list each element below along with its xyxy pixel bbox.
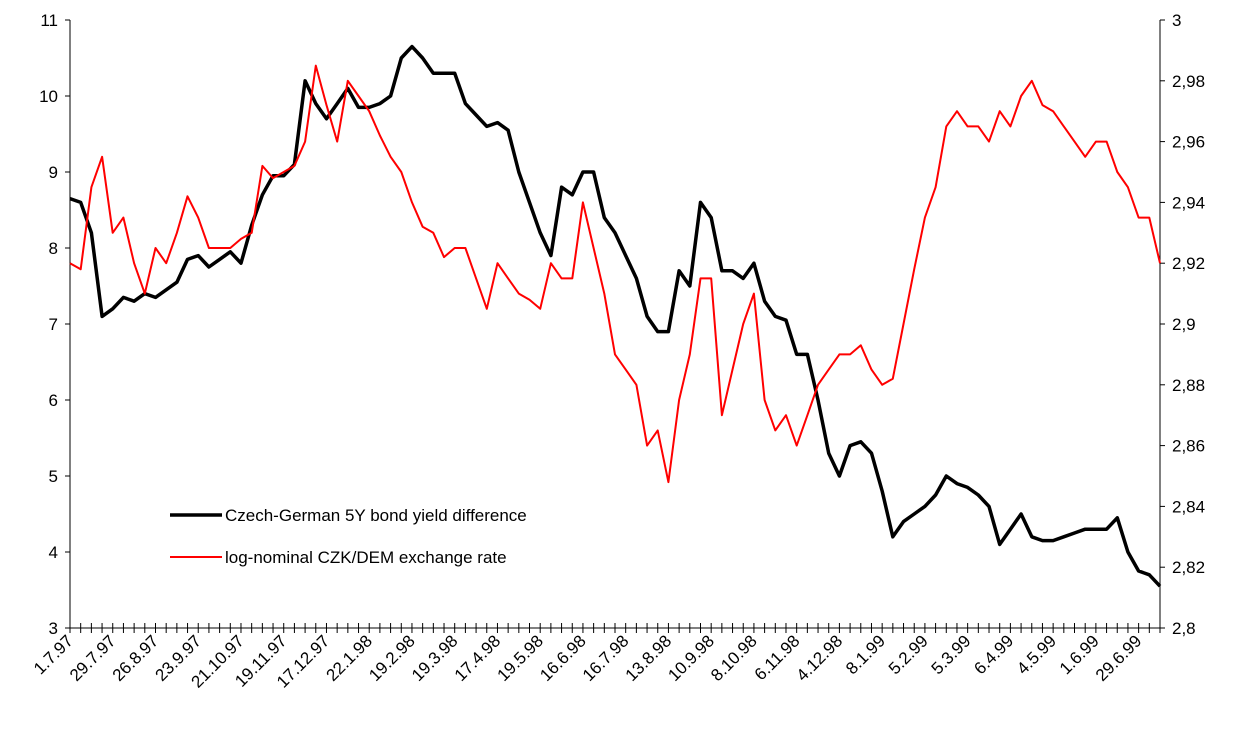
x-tick-label: 10.9.98 bbox=[664, 631, 718, 685]
x-tick-label: 16.7.98 bbox=[579, 631, 633, 685]
x-tick-label: 19.5.98 bbox=[493, 631, 547, 685]
x-tick-label: 6.4.99 bbox=[970, 631, 1017, 678]
x-tick-label: 16.6.98 bbox=[536, 631, 590, 685]
y-tick-label: 10 bbox=[39, 87, 58, 106]
x-tick-label: 19.3.98 bbox=[408, 631, 462, 685]
y2-tick-label: 2,8 bbox=[1172, 619, 1196, 638]
x-tick-label: 8.1.99 bbox=[842, 631, 889, 678]
y-tick-label: 11 bbox=[40, 11, 58, 30]
y-tick-label: 4 bbox=[49, 543, 58, 562]
x-tick-label: 5.2.99 bbox=[885, 631, 932, 678]
y-tick-label: 6 bbox=[49, 391, 58, 410]
x-tick-label: 29.6.99 bbox=[1092, 631, 1146, 685]
y2-tick-label: 2,88 bbox=[1172, 376, 1205, 395]
x-tick-label: 26.8.97 bbox=[109, 631, 163, 685]
x-tick-label: 22.1.98 bbox=[322, 631, 376, 685]
y2-tick-label: 2,82 bbox=[1172, 558, 1205, 577]
x-tick-label: 4.12.98 bbox=[793, 631, 847, 685]
y2-tick-label: 2,94 bbox=[1172, 193, 1205, 212]
x-tick-label: 5.3.99 bbox=[928, 631, 975, 678]
y2-tick-label: 2,9 bbox=[1172, 315, 1196, 334]
y2-tick-label: 2,86 bbox=[1172, 437, 1205, 456]
y-tick-label: 3 bbox=[49, 619, 58, 638]
x-tick-label: 6.11.98 bbox=[751, 631, 804, 684]
x-tick-label: 19.2.98 bbox=[365, 631, 419, 685]
series-line bbox=[69, 64, 1161, 484]
y2-tick-label: 2,92 bbox=[1172, 254, 1205, 273]
y2-tick-label: 2,98 bbox=[1172, 72, 1205, 91]
y2-tick-label: 2,84 bbox=[1172, 497, 1205, 516]
y2-tick-label: 3 bbox=[1172, 11, 1181, 30]
x-tick-label: 4.5.99 bbox=[1013, 631, 1060, 678]
legend-label: log-nominal CZK/DEM exchange rate bbox=[225, 548, 507, 567]
y-tick-label: 7 bbox=[49, 315, 58, 334]
y-tick-label: 8 bbox=[49, 239, 58, 258]
x-tick-label: 29.7.97 bbox=[66, 631, 120, 685]
x-tick-label: 17.4.98 bbox=[451, 631, 505, 685]
x-tick-label: 8.10.98 bbox=[707, 631, 761, 685]
x-tick-label: 13.8.98 bbox=[622, 631, 676, 685]
y-tick-label: 9 bbox=[49, 163, 58, 182]
legend-label: Czech-German 5Y bond yield difference bbox=[225, 506, 527, 525]
series-line bbox=[69, 44, 1162, 588]
y2-tick-label: 2,96 bbox=[1172, 133, 1205, 152]
y-tick-label: 5 bbox=[49, 467, 58, 486]
